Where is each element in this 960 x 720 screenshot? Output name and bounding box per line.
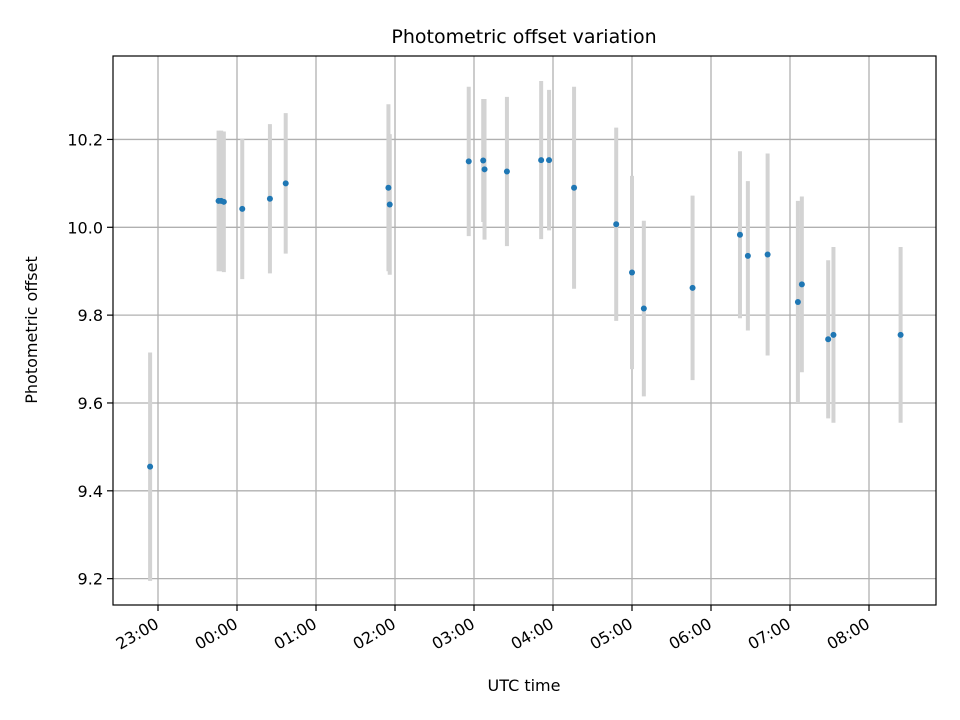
data-point: [239, 205, 246, 212]
data-point: [825, 336, 832, 343]
errorbars: [148, 81, 903, 581]
x-tick-label: 03:00: [429, 614, 478, 654]
x-axis-title: UTC time: [488, 676, 561, 695]
data-point: [386, 201, 393, 208]
data-point: [546, 157, 553, 164]
data-point: [764, 251, 771, 258]
data-point: [613, 221, 620, 228]
data-point: [503, 168, 510, 175]
data-point: [736, 231, 743, 238]
data-point: [385, 184, 392, 191]
data-point: [481, 166, 488, 173]
data-point: [794, 298, 801, 305]
y-axis-title: Photometric offset: [22, 256, 41, 404]
x-tick-label: 06:00: [666, 614, 715, 654]
data-point: [830, 331, 837, 338]
x-tick-label: 00:00: [192, 614, 241, 654]
y-tick-label: 9.4: [78, 482, 103, 501]
x-tick-label: 23:00: [113, 614, 162, 654]
y-tick-label: 10.2: [67, 130, 103, 149]
data-point: [897, 331, 904, 338]
chart-title: Photometric offset variation: [391, 26, 656, 48]
x-tick-label: 05:00: [587, 614, 636, 654]
y-tick-label: 9.8: [78, 306, 103, 325]
y-axis-ticks: 9.2 9.4 9.6 9.8 10.0 10.2: [67, 130, 113, 589]
data-point: [266, 195, 273, 202]
x-axis-ticks: 23:00 00:00 01:00 02:00 03:00 04:00 05:00 06:00…: [113, 605, 873, 654]
data-point: [538, 157, 545, 164]
data-point: [640, 305, 647, 312]
data-point: [465, 158, 472, 165]
data-point: [629, 269, 635, 276]
data-point: [220, 198, 227, 205]
x-tick-label: 02:00: [350, 614, 399, 654]
x-tick-label: 01:00: [271, 614, 320, 654]
y-tick-label: 10.0: [67, 218, 103, 237]
data-point: [282, 180, 289, 187]
y-tick-label: 9.2: [78, 570, 103, 589]
data-point: [689, 284, 696, 291]
grid: [113, 56, 936, 605]
data-points: [147, 157, 904, 470]
data-point: [744, 252, 751, 259]
x-tick-label: 08:00: [824, 614, 873, 654]
x-tick-label: 04:00: [508, 614, 557, 654]
data-point: [571, 184, 578, 191]
x-tick-label: 07:00: [745, 614, 794, 654]
plot-frame: [112, 55, 937, 606]
data-point: [798, 281, 805, 288]
y-tick-label: 9.6: [78, 394, 103, 413]
data-point: [147, 463, 154, 470]
data-point: [480, 157, 487, 164]
